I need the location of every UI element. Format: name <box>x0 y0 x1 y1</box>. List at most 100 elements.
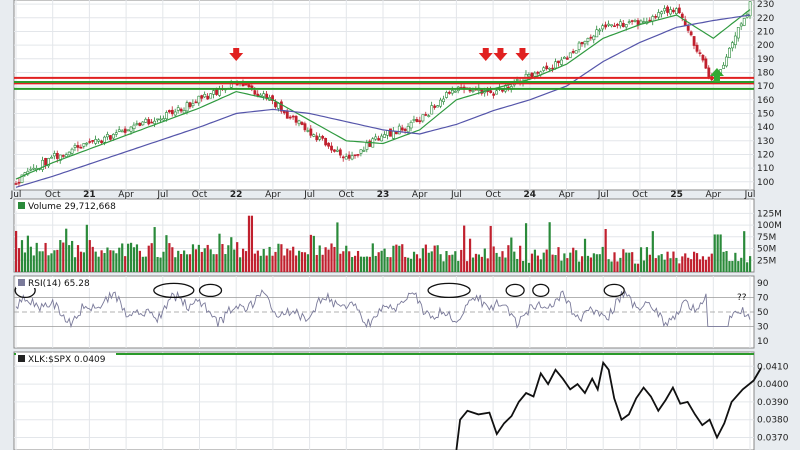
candle-body <box>722 64 725 69</box>
volume-bar <box>669 258 672 272</box>
candle-body <box>689 31 693 36</box>
volume-bar <box>306 254 310 272</box>
volume-bar <box>203 248 206 272</box>
volume-bar <box>348 251 351 272</box>
volume-bar <box>660 254 663 272</box>
volume-bar <box>404 256 407 272</box>
candle-body <box>492 93 496 96</box>
candle-body <box>598 29 602 32</box>
candle-body <box>654 16 658 18</box>
volume-bar <box>227 245 230 272</box>
volume-bar <box>295 255 298 272</box>
volume-bar <box>124 256 127 272</box>
volume-bar <box>460 249 463 272</box>
rsi-overbought-ellipse <box>603 283 625 298</box>
candle-body <box>91 140 95 142</box>
arrow-down-icon <box>493 48 508 61</box>
rsi-overbought-ellipse <box>532 283 550 298</box>
volume-bar <box>106 247 109 272</box>
volume-bar <box>427 252 430 272</box>
candle-body <box>330 145 333 151</box>
volume-bar <box>663 259 666 272</box>
volume-bar <box>209 249 212 272</box>
candle-body <box>415 119 419 122</box>
candle-body <box>138 122 142 126</box>
candle-body <box>14 183 18 185</box>
volume-bar <box>604 228 607 272</box>
candle-body <box>574 50 578 54</box>
x-tick-label: Apr <box>265 190 281 200</box>
volume-bar <box>728 261 731 272</box>
candle-body <box>562 56 566 59</box>
volume-bar <box>684 253 687 272</box>
candle-body <box>731 42 734 49</box>
x-tick-label: 25 <box>670 190 683 200</box>
candle-body <box>117 129 121 132</box>
rsi-title-bg <box>16 277 102 288</box>
candle-body <box>144 118 148 123</box>
candle-body <box>179 108 183 112</box>
volume-bar <box>268 246 271 272</box>
candle-body <box>194 101 198 104</box>
candle-body <box>197 95 201 104</box>
volume-bar <box>85 224 88 272</box>
candle-body <box>64 154 68 158</box>
volume-bar <box>56 249 59 272</box>
volume-bar <box>153 227 156 272</box>
candle-body <box>120 130 124 133</box>
volume-bar <box>115 253 118 272</box>
volume-bar <box>135 244 139 272</box>
candle-body <box>672 9 675 13</box>
volume-bar <box>651 231 654 272</box>
candle-body <box>701 54 705 61</box>
ratio-y-tick-label: 0.0410 <box>757 362 789 372</box>
candle-body <box>610 24 613 27</box>
candle-body <box>542 67 546 71</box>
candle-body <box>88 141 92 143</box>
candle-body <box>365 142 369 150</box>
candle-body <box>47 158 50 167</box>
candle-body <box>176 107 180 111</box>
volume-bar <box>439 254 442 272</box>
volume-bar <box>215 254 218 272</box>
candle-body <box>680 13 684 18</box>
candle-body <box>536 71 540 74</box>
volume-bar <box>380 250 383 272</box>
volume-bar <box>50 253 53 272</box>
x-tick-label: Jul <box>597 190 609 200</box>
candle-body <box>256 93 260 97</box>
volume-bar <box>156 256 159 272</box>
volume-bar <box>100 250 103 272</box>
volume-y-tick-label: 50M <box>757 245 776 255</box>
volume-bar <box>256 250 259 272</box>
candle-body <box>533 72 537 77</box>
candle-body <box>288 116 292 119</box>
volume-bar <box>580 256 584 272</box>
price-y-tick-label: 200 <box>757 41 774 51</box>
x-tick-label: Apr <box>118 190 134 200</box>
rsi-overbought-ellipse <box>198 283 223 298</box>
price-y-tick-label: 180 <box>757 68 774 78</box>
volume-bar <box>29 246 32 272</box>
price-y-tick-label: 100 <box>757 178 774 188</box>
candle-body <box>725 56 728 67</box>
volume-bar <box>569 252 572 272</box>
candle-body <box>642 21 646 23</box>
volume-bar <box>91 246 94 272</box>
volume-bar <box>362 256 366 272</box>
volume-bar <box>218 233 221 272</box>
volume-bar <box>628 252 631 272</box>
volume-bar <box>734 252 737 272</box>
candle-body <box>583 40 587 45</box>
volume-bar <box>483 248 486 272</box>
rsi-overbought-ellipse <box>427 282 471 299</box>
candle-body <box>123 128 127 133</box>
volume-bar <box>418 258 422 272</box>
volume-bar <box>436 245 439 272</box>
rsi-y-tick-label: 30 <box>757 322 769 332</box>
volume-bar <box>159 257 162 272</box>
volume-bar <box>619 257 622 272</box>
candle-body <box>41 159 45 170</box>
candle-body <box>468 89 472 92</box>
